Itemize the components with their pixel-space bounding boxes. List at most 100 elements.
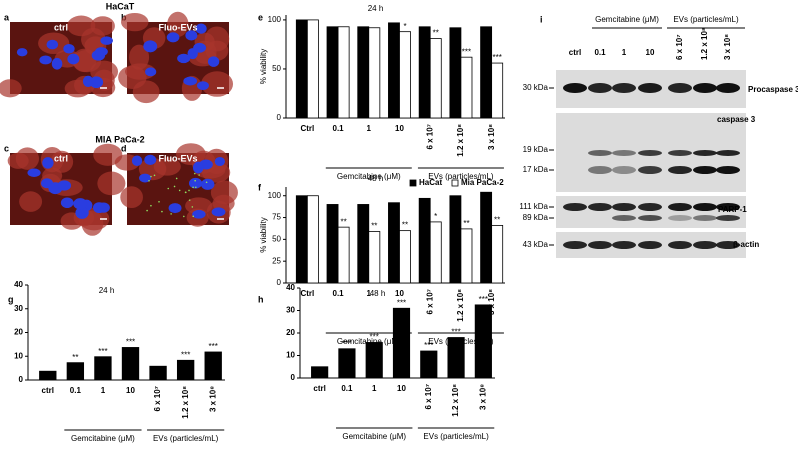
- ev-dot: [183, 215, 185, 218]
- panel-letter: a: [4, 12, 10, 22]
- significance: ***: [479, 295, 488, 304]
- panel-letter: i: [540, 14, 543, 24]
- x-tick-label: 0.1: [341, 384, 353, 393]
- bar: [399, 230, 411, 284]
- blot-band: [668, 203, 692, 211]
- bar: [337, 26, 350, 119]
- y-axis-label: % viability: [259, 217, 268, 253]
- group-label: Gemcitabine (μM): [595, 15, 659, 24]
- bar: [295, 195, 308, 284]
- blot-band: [588, 166, 612, 174]
- nucleus: [188, 177, 203, 189]
- ev-dot: [173, 185, 176, 188]
- y-tick-label: 50: [272, 234, 281, 243]
- blot-band: [563, 83, 587, 93]
- lane-label: 1: [622, 48, 627, 57]
- y-axis-label: % viability: [259, 49, 268, 85]
- marker-label: 89 kDa: [523, 213, 549, 222]
- blot-strip: [556, 196, 746, 228]
- y-tick-label: 40: [286, 283, 295, 292]
- blot-band: [588, 203, 612, 211]
- lane-label: 10: [646, 48, 655, 57]
- cell: [185, 197, 213, 215]
- heading: HaCaT: [106, 1, 135, 11]
- ev-dot: [148, 179, 150, 182]
- x-tick-label: 10: [397, 384, 406, 393]
- x-tick-label: 1.2 x 10⁸: [456, 124, 465, 157]
- bar: [357, 26, 370, 119]
- significance: **: [463, 219, 469, 228]
- blot-band: [588, 241, 612, 249]
- nucleus: [42, 157, 54, 169]
- x-tick-label: 6 x 10⁷: [153, 386, 162, 412]
- nucleus: [144, 154, 157, 165]
- y-tick-label: 50: [272, 64, 281, 73]
- ev-dot: [188, 189, 190, 192]
- cell: [93, 143, 123, 166]
- cell: [205, 40, 229, 61]
- nucleus: [192, 209, 206, 219]
- cell: [121, 12, 149, 32]
- blot-band: [693, 215, 717, 221]
- cell: [97, 171, 126, 196]
- nucleus: [131, 155, 143, 167]
- blot-band: [716, 150, 740, 156]
- significance: **: [433, 29, 439, 38]
- chart-title: 24 h: [368, 4, 384, 13]
- bar: [388, 202, 400, 284]
- significance: **: [402, 221, 408, 230]
- bar: [326, 204, 339, 284]
- bar: [449, 27, 462, 119]
- group-label: EVs (particles/mL): [153, 434, 219, 443]
- significance: ***: [451, 328, 460, 337]
- y-tick-label: 0: [277, 113, 282, 122]
- blot-band: [668, 215, 692, 221]
- protein-label: caspase 3: [717, 115, 756, 124]
- nucleus: [92, 202, 106, 214]
- nucleus: [177, 53, 191, 64]
- group-label: EVs (particles/mL): [428, 172, 494, 181]
- significance: **: [72, 353, 78, 362]
- image-label: ctrl: [54, 22, 68, 32]
- significance: ***: [424, 341, 433, 350]
- ev-dot: [205, 181, 208, 184]
- blot-band: [612, 203, 636, 211]
- blot-band: [638, 203, 662, 211]
- bar: [204, 351, 222, 381]
- bar: [491, 62, 504, 119]
- legend-label: Mia PaCa-2: [461, 178, 504, 187]
- significance: ***: [462, 47, 471, 56]
- bar: [388, 22, 400, 119]
- group-label: EVs (particles/mL): [423, 432, 489, 441]
- bar: [311, 366, 329, 379]
- nucleus: [211, 207, 226, 217]
- bar: [399, 31, 411, 119]
- x-tick-label: 6 x 10⁷: [425, 124, 434, 150]
- blot-band: [612, 166, 636, 174]
- nucleus: [139, 173, 151, 183]
- marker-label: 43 kDa: [523, 240, 549, 249]
- nucleus: [168, 203, 182, 214]
- chart-title: 24 h: [99, 286, 115, 295]
- panel-letter: h: [258, 294, 264, 304]
- cell: [67, 15, 96, 37]
- bar: [295, 19, 308, 119]
- nucleus: [187, 48, 198, 60]
- bar: [338, 348, 356, 379]
- blot-band: [716, 166, 740, 174]
- y-tick-label: 30: [286, 306, 295, 315]
- x-tick-label: ctrl: [42, 386, 54, 395]
- cell: [129, 44, 150, 70]
- blot-band: [693, 83, 717, 93]
- nucleus: [89, 76, 104, 89]
- bar: [474, 304, 492, 379]
- ev-dot: [170, 213, 172, 215]
- cell: [167, 11, 189, 37]
- panel-letter: c: [4, 143, 9, 153]
- lane-label: 0.1: [594, 48, 606, 57]
- nucleus: [51, 57, 63, 70]
- cell: [120, 186, 143, 209]
- heading: MIA PaCa-2: [95, 134, 144, 144]
- x-tick-label: 3 x 10⁸: [487, 124, 496, 150]
- marker-label: 19 kDa: [523, 145, 549, 154]
